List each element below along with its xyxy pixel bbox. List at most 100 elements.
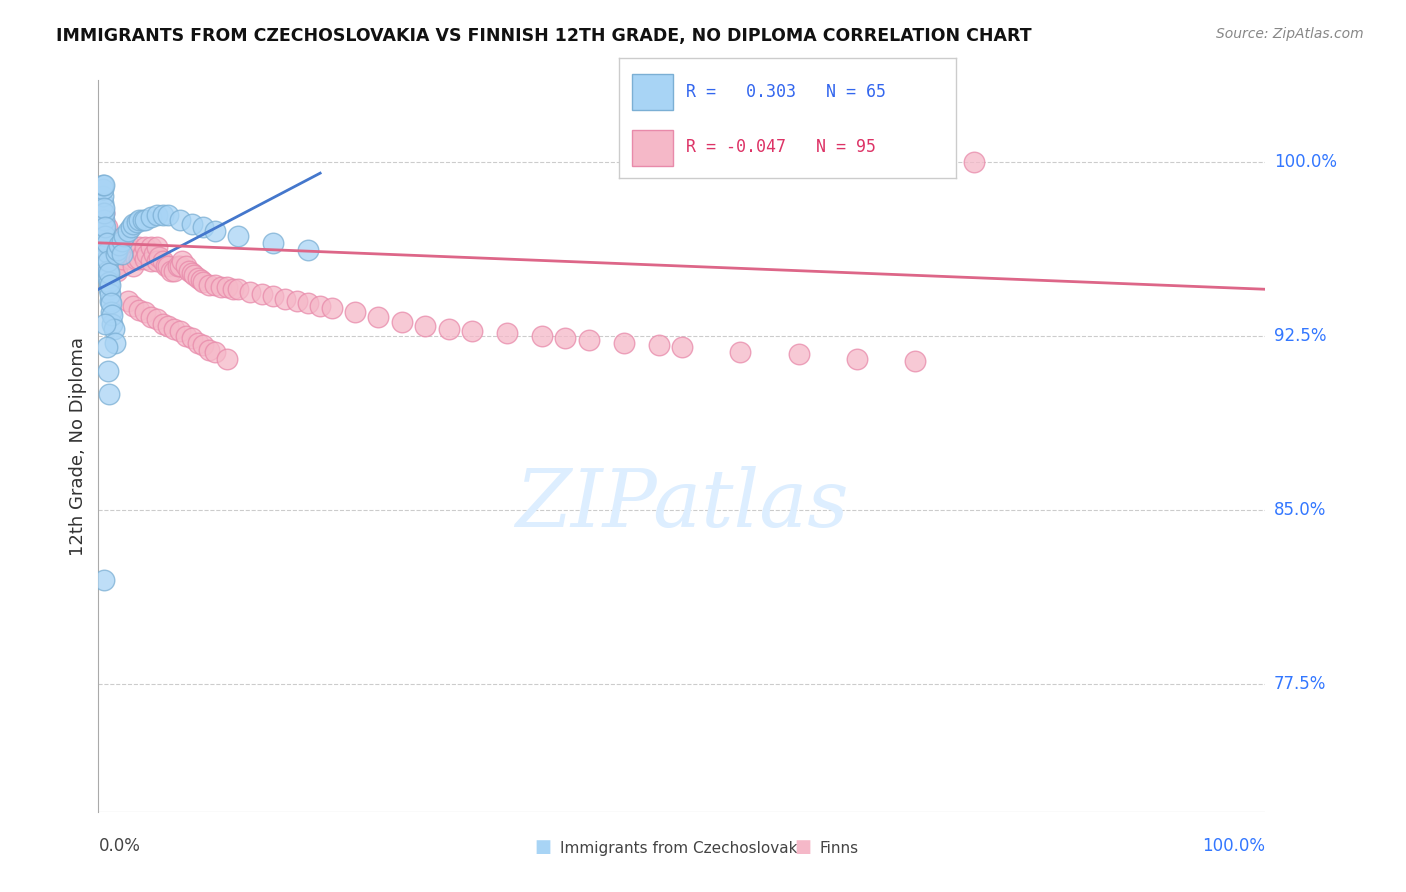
Point <box>93 205 115 219</box>
Point <box>90 212 112 227</box>
FancyBboxPatch shape <box>633 74 672 110</box>
Point <box>136 247 159 261</box>
Point <box>94 235 117 250</box>
Point <box>146 254 169 268</box>
Point <box>139 310 162 325</box>
Point <box>111 252 134 266</box>
Point <box>139 254 162 268</box>
Point <box>671 340 693 354</box>
Point <box>103 259 125 273</box>
Point <box>125 215 148 229</box>
Point <box>93 205 115 219</box>
Point <box>578 334 600 348</box>
Text: R = -0.047   N = 95: R = -0.047 N = 95 <box>686 138 876 156</box>
Point <box>94 228 117 243</box>
Point <box>117 224 139 238</box>
Point <box>96 340 118 354</box>
Point <box>93 228 115 243</box>
Point <box>93 573 115 587</box>
Point <box>128 240 150 254</box>
Point <box>174 259 197 273</box>
Point <box>132 212 155 227</box>
Point <box>169 324 191 338</box>
Point <box>285 293 308 308</box>
Point <box>97 235 120 250</box>
Point <box>250 286 273 301</box>
Point <box>91 182 114 196</box>
Text: 100.0%: 100.0% <box>1274 153 1337 170</box>
Text: Finns: Finns <box>820 841 859 856</box>
Text: ■: ■ <box>794 838 811 856</box>
Point <box>96 235 118 250</box>
Point <box>96 252 118 266</box>
Point <box>104 335 127 350</box>
Point <box>172 254 194 268</box>
Point <box>204 224 226 238</box>
Point <box>97 266 120 280</box>
Point <box>309 299 332 313</box>
Point <box>96 245 118 260</box>
Point <box>91 196 114 211</box>
Point <box>146 208 169 222</box>
Point <box>120 219 142 234</box>
Point <box>530 328 553 343</box>
Point <box>94 219 117 234</box>
Text: 85.0%: 85.0% <box>1274 500 1326 519</box>
Point <box>122 299 145 313</box>
Point <box>101 317 124 331</box>
Point <box>437 322 460 336</box>
Point <box>152 208 174 222</box>
Point <box>98 245 121 260</box>
Point <box>262 235 284 250</box>
Point <box>190 273 212 287</box>
Point <box>193 275 215 289</box>
Point <box>209 280 232 294</box>
Text: IMMIGRANTS FROM CZECHOSLOVAKIA VS FINNISH 12TH GRADE, NO DIPLOMA CORRELATION CHA: IMMIGRANTS FROM CZECHOSLOVAKIA VS FINNIS… <box>56 27 1032 45</box>
Point <box>367 310 389 325</box>
Text: R =   0.303   N = 65: R = 0.303 N = 65 <box>686 83 886 101</box>
Point <box>157 259 180 273</box>
Point <box>174 328 197 343</box>
Point <box>143 247 166 261</box>
Point <box>159 263 181 277</box>
Point <box>193 219 215 234</box>
Point <box>139 240 162 254</box>
Point <box>904 354 927 368</box>
Point <box>128 212 150 227</box>
Point <box>97 263 120 277</box>
Point <box>91 178 114 192</box>
Point <box>262 289 284 303</box>
Point <box>105 263 128 277</box>
Point <box>239 285 262 299</box>
Point <box>117 293 139 308</box>
Point <box>215 280 238 294</box>
Point <box>101 254 124 268</box>
Point <box>134 240 156 254</box>
Point <box>146 312 169 326</box>
Point <box>128 303 150 318</box>
Text: 100.0%: 100.0% <box>1202 837 1265 855</box>
Point <box>344 305 367 319</box>
Point <box>391 315 413 329</box>
Point <box>846 351 869 366</box>
Point <box>228 282 250 296</box>
Point <box>98 286 121 301</box>
Point <box>122 259 145 273</box>
Point <box>112 228 135 243</box>
Point <box>139 211 162 225</box>
Point <box>221 282 243 296</box>
Point <box>97 275 120 289</box>
Text: Source: ZipAtlas.com: Source: ZipAtlas.com <box>1216 27 1364 41</box>
Point <box>91 189 114 203</box>
Point <box>103 322 125 336</box>
Point <box>97 228 120 243</box>
Point <box>297 296 319 310</box>
Point <box>104 261 127 276</box>
Point <box>180 266 202 280</box>
Point <box>90 205 112 219</box>
Text: 77.5%: 77.5% <box>1274 675 1326 693</box>
Point <box>187 335 209 350</box>
Point <box>120 252 142 266</box>
Point <box>274 292 297 306</box>
Point <box>93 212 115 227</box>
